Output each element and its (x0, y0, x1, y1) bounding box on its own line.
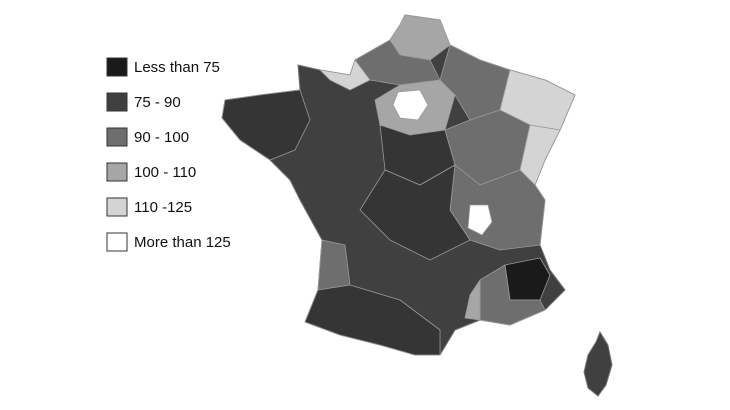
legend-label: 100 - 110 (134, 164, 196, 181)
legend-label: 110 -125 (134, 199, 192, 216)
legend-swatch (106, 92, 128, 112)
legend-swatch (106, 162, 128, 182)
corsica (583, 330, 613, 397)
region-lyon (467, 204, 493, 236)
region-normandy-light (319, 59, 371, 91)
france-map (221, 14, 576, 356)
region-pyrenees (304, 284, 441, 356)
legend: Less than 75 75 - 90 90 - 100 100 - 110 110 … (106, 57, 231, 252)
legend-label: Less than 75 (134, 59, 220, 76)
legend-swatch (106, 197, 128, 217)
legend-label: More than 125 (134, 234, 231, 251)
region-provence (479, 264, 546, 326)
legend-swatch (106, 127, 128, 147)
region-massif (359, 164, 471, 261)
region-paris (392, 89, 429, 121)
legend-swatch (106, 232, 128, 252)
region-southwest (317, 239, 351, 291)
region-west (221, 89, 311, 161)
legend-swatch (106, 57, 128, 77)
region-marseille (464, 279, 481, 321)
region-franche (519, 124, 561, 186)
legend-label: 90 - 100 (134, 129, 189, 146)
legend-label: 75 - 90 (134, 94, 181, 111)
